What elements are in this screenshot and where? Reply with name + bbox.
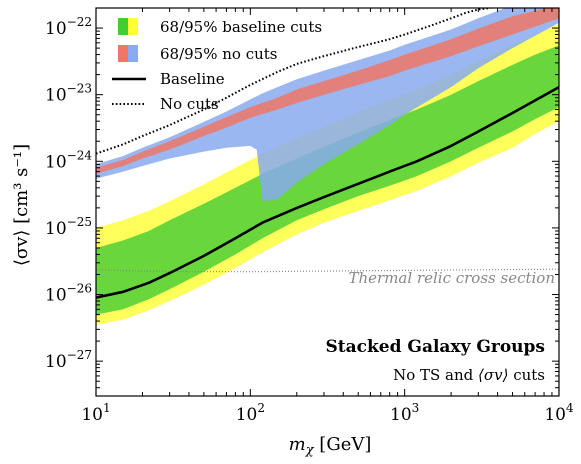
x-axis-label: mχ [GeV]	[289, 434, 372, 458]
y-axis-label: ⟨σv⟩ [cm³ s⁻¹]	[11, 144, 32, 266]
thermal-relic-label: Thermal relic cross section	[348, 269, 555, 287]
legend-label-no-cuts: No cuts	[160, 95, 219, 113]
legend-swatch-nocuts	[118, 45, 138, 62]
legend-label-baseline: Baseline	[160, 70, 225, 88]
x-axis-label-unit: [GeV]	[314, 434, 372, 455]
y-tick-label: 10−22	[45, 15, 92, 39]
legend: 68/95% baseline cuts 68/95% no cuts Base…	[112, 18, 322, 113]
annotation-subtitle-symbol: ⟨σv⟩	[478, 366, 508, 384]
annotation-subtitle-post: cuts	[508, 366, 545, 384]
band-baseline-68	[96, 45, 559, 315]
band-nocuts-68	[96, 8, 559, 174]
x-tick-label: 103	[390, 401, 419, 425]
y-tick-label: 10−24	[45, 148, 92, 172]
legend-label-no-cuts-band: 68/95% no cuts	[160, 45, 278, 63]
annotation-subtitle-pre: No TS and	[393, 366, 478, 384]
legend-label-baseline-cuts: 68/95% baseline cuts	[160, 18, 322, 36]
annotation-subtitle: No TS and ⟨σv⟩ cuts	[393, 366, 545, 384]
legend-swatch-baseline	[118, 18, 138, 35]
ticks-layer: 101 102 103 104 10−27 10−26 10−25 10−24 10−23 10−…	[45, 7, 574, 425]
x-tick-label: 102	[236, 401, 265, 425]
x-tick-label: 104	[544, 401, 574, 425]
plot-frame	[95, 7, 560, 397]
bands-layer	[96, 8, 559, 325]
baseline-line	[96, 85, 559, 299]
x-axis-label-sub: χ	[305, 443, 315, 458]
annotation-title: Stacked Galaxy Groups	[326, 337, 545, 357]
y-tick-label: 10−25	[45, 215, 92, 239]
no-cuts-line	[96, 8, 491, 155]
lines-layer	[96, 8, 559, 299]
y-tick-label: 10−23	[45, 82, 92, 106]
y-tick-label: 10−26	[45, 282, 92, 306]
x-tick-label: 101	[81, 401, 110, 425]
y-tick-label: 10−27	[45, 348, 92, 372]
x-axis-label-base: m	[289, 434, 306, 455]
